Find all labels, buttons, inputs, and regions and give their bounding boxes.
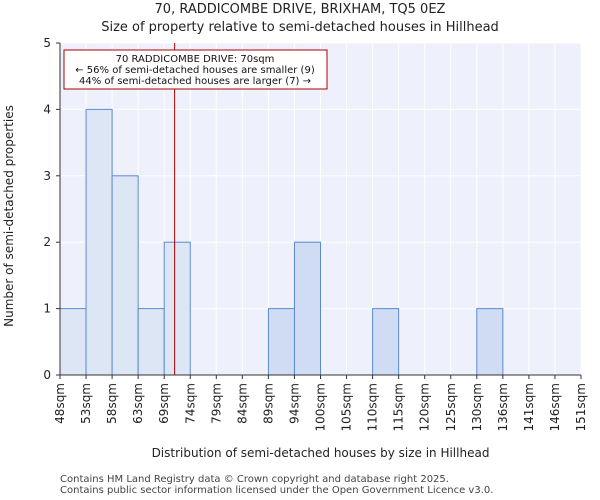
chart-title: 70, RADDICOMBE DRIVE, BRIXHAM, TQ5 0EZ — [154, 2, 446, 17]
histogram-bar — [59, 308, 87, 376]
x-tick-label: 130sqm — [470, 383, 484, 431]
histogram-bar — [163, 241, 191, 376]
x-tick-label: 125sqm — [444, 383, 458, 431]
histogram-bar — [111, 175, 139, 376]
x-tick-label: 74sqm — [183, 383, 197, 424]
x-tick-label: 53sqm — [79, 383, 93, 424]
y-tick-label: 5 — [43, 36, 51, 50]
histogram-bar — [137, 308, 165, 376]
footer-licence: Contains public sector information licen… — [60, 485, 494, 496]
x-tick-label: 120sqm — [418, 383, 432, 431]
x-tick-label: 69sqm — [157, 383, 171, 424]
x-tick-label: 89sqm — [261, 383, 275, 424]
histogram-bar — [476, 308, 504, 376]
histogram-bar — [85, 108, 113, 376]
x-tick-label: 58sqm — [105, 383, 119, 424]
x-tick-label: 48sqm — [53, 383, 67, 424]
annotation-smaller: ← 56% of semi-detached houses are smalle… — [75, 65, 315, 76]
histogram-bar — [293, 241, 322, 376]
x-tick-label: 151sqm — [574, 383, 588, 431]
x-tick-label: 146sqm — [548, 383, 562, 431]
y-tick-label: 1 — [43, 302, 51, 316]
y-tick-label: 0 — [43, 368, 51, 382]
chart-subtitle: Size of property relative to semi-detach… — [101, 20, 499, 35]
y-tick-label: 3 — [43, 169, 51, 183]
annotation-larger: 44% of semi-detached houses are larger (… — [79, 76, 311, 87]
x-tick-label: 105sqm — [340, 383, 354, 431]
histogram-bar — [267, 308, 295, 376]
x-tick-label: 94sqm — [287, 383, 301, 424]
x-tick-label: 100sqm — [314, 383, 328, 431]
y-tick-label: 2 — [43, 235, 51, 249]
x-tick-label: 79sqm — [209, 383, 223, 424]
x-tick-label: 115sqm — [392, 383, 406, 431]
x-axis-label: Distribution of semi-detached houses by … — [152, 446, 490, 460]
y-tick-label: 4 — [43, 102, 51, 116]
histogram-bar — [372, 308, 400, 376]
annotation-title: 70 RADDICOMBE DRIVE: 70sqm — [116, 54, 275, 65]
x-tick-label: 63sqm — [131, 383, 145, 424]
x-tick-label: 110sqm — [366, 383, 380, 431]
y-axis-label: Number of semi-detached properties — [2, 105, 16, 327]
annotation-box — [63, 49, 328, 90]
x-tick-label: 136sqm — [496, 383, 510, 431]
footer-copyright: Contains HM Land Registry data © Crown c… — [60, 474, 449, 485]
x-tick-label: 141sqm — [522, 383, 536, 431]
x-tick-label: 84sqm — [235, 383, 249, 424]
